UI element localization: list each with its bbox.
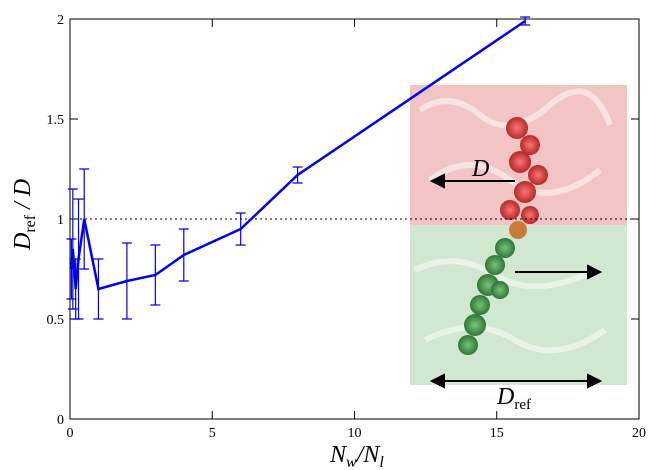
error-bar: [178, 228, 189, 282]
error-bar: [67, 188, 78, 310]
y-axis-label: Dref / D: [10, 179, 39, 251]
y-tick-label: 1.5: [47, 113, 65, 128]
error-bar: [150, 244, 161, 306]
error-bar: [235, 212, 246, 246]
y-tick-label: 0.5: [47, 313, 65, 328]
x-tick-label: 20: [632, 426, 646, 441]
y-tick-label: 2: [57, 13, 64, 28]
error-bar: [292, 166, 303, 184]
x-tick-label: 15: [490, 426, 504, 441]
error-bar: [79, 168, 90, 270]
y-tick-label: 0: [57, 413, 64, 428]
inset-image: D Dref: [410, 85, 627, 413]
error-bar: [93, 258, 104, 320]
inset-label: D: [471, 156, 489, 182]
x-tick-label: 0: [67, 426, 74, 441]
x-tick-label: 10: [348, 426, 362, 441]
error-bar: [66, 238, 77, 300]
x-axis-label: Nw/Nl: [329, 442, 384, 470]
error-bar: [520, 16, 531, 26]
inset-label: Dref: [496, 384, 531, 413]
y-tick-label: 1: [57, 213, 64, 228]
x-tick-label: 5: [209, 426, 216, 441]
error-bar: [73, 198, 84, 320]
error-bar: [121, 242, 132, 320]
